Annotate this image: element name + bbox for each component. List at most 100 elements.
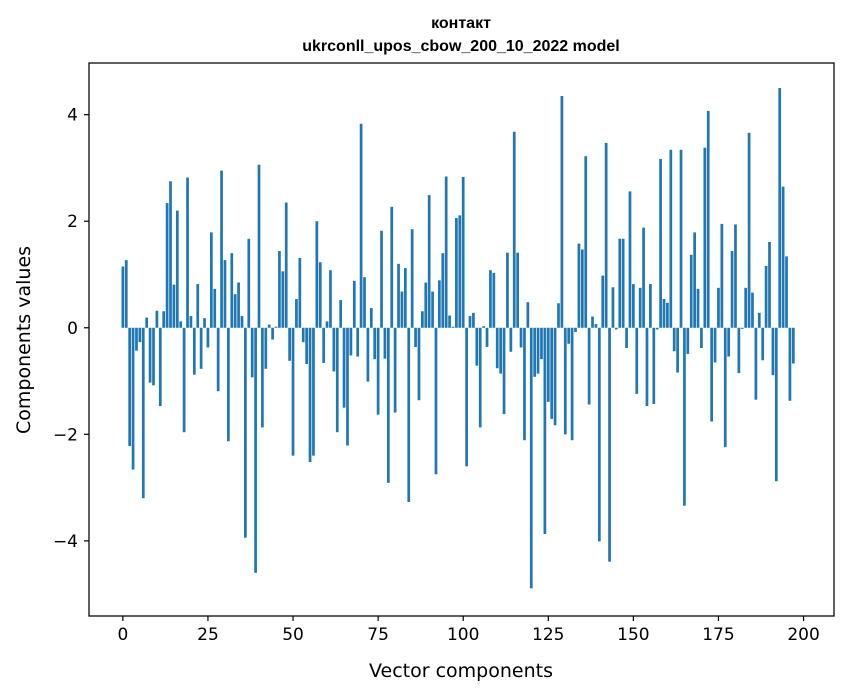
bar (383, 327, 387, 359)
bar (397, 263, 400, 328)
bar (536, 327, 540, 374)
bar (533, 327, 537, 377)
bar (128, 327, 132, 447)
bar (727, 327, 731, 357)
bar (261, 327, 264, 428)
x-tick-label: 0 (117, 625, 128, 645)
bar (570, 327, 574, 441)
bar (315, 221, 319, 328)
bar (271, 327, 274, 340)
bar (141, 327, 145, 499)
bar (574, 327, 577, 333)
bar (475, 327, 479, 366)
bar (451, 326, 455, 328)
bar (676, 327, 679, 373)
bar (179, 321, 183, 328)
bar (621, 238, 625, 328)
bar (434, 327, 438, 475)
bar (237, 282, 240, 328)
x-tick-label: 25 (197, 625, 219, 645)
bar (485, 327, 489, 347)
bar (489, 270, 492, 328)
bar (199, 327, 203, 369)
bar (781, 186, 785, 328)
bar (696, 288, 700, 328)
bar (403, 268, 407, 328)
bar (342, 327, 346, 408)
bar (502, 327, 506, 415)
bar (254, 327, 257, 573)
bar (563, 327, 567, 435)
bar (465, 327, 468, 467)
bar (131, 327, 135, 470)
bar (138, 327, 142, 343)
bar (301, 327, 305, 343)
bar (652, 327, 656, 404)
bar (529, 327, 533, 589)
bar (516, 252, 520, 328)
bar (662, 299, 666, 328)
x-tick-label: 125 (532, 625, 564, 645)
bar (686, 327, 690, 354)
bar (791, 327, 795, 364)
bar (369, 308, 373, 328)
bar (693, 232, 696, 328)
chart-title-line1: контакт (431, 15, 491, 32)
bar (567, 327, 571, 344)
bar (577, 243, 581, 328)
bar (785, 256, 788, 328)
bar (614, 327, 618, 330)
bar (339, 300, 343, 328)
x-axis-label: Vector components (369, 660, 553, 682)
bar (172, 284, 176, 328)
x-tick-label: 200 (787, 625, 819, 645)
bar (438, 280, 441, 328)
bar (523, 327, 526, 441)
bar (356, 327, 360, 357)
bar (734, 224, 737, 328)
bar (546, 327, 550, 402)
bar (492, 272, 496, 328)
bar (189, 316, 193, 328)
bar (553, 327, 557, 426)
bar (291, 327, 295, 456)
bar (778, 88, 782, 328)
bar (373, 327, 377, 360)
bar (618, 238, 622, 328)
bar (165, 203, 169, 328)
bar (560, 96, 564, 328)
x-tick-label: 150 (617, 625, 649, 645)
bar (407, 327, 411, 502)
bar (386, 327, 390, 483)
bar (380, 230, 383, 328)
y-tick-label: −4 (53, 532, 78, 552)
bar (761, 327, 765, 361)
bar (393, 327, 397, 413)
bar (376, 327, 380, 415)
bar (472, 312, 475, 328)
bar (169, 181, 172, 328)
bar (186, 177, 189, 328)
bar (710, 327, 714, 422)
bar (557, 303, 560, 328)
bar (444, 176, 448, 328)
bar (240, 316, 244, 328)
bar (288, 327, 291, 361)
bar (155, 310, 159, 328)
bar (625, 327, 628, 349)
bar (720, 223, 724, 328)
bar (774, 327, 778, 482)
bar (737, 327, 741, 374)
bar (703, 147, 707, 328)
bar (158, 327, 162, 407)
bar (274, 326, 278, 328)
bar (764, 265, 768, 328)
bar (550, 327, 554, 419)
bar (244, 327, 247, 538)
bar (192, 327, 196, 375)
bar (223, 260, 227, 328)
bar (495, 327, 499, 369)
y-axis-label: Components values (13, 246, 35, 434)
